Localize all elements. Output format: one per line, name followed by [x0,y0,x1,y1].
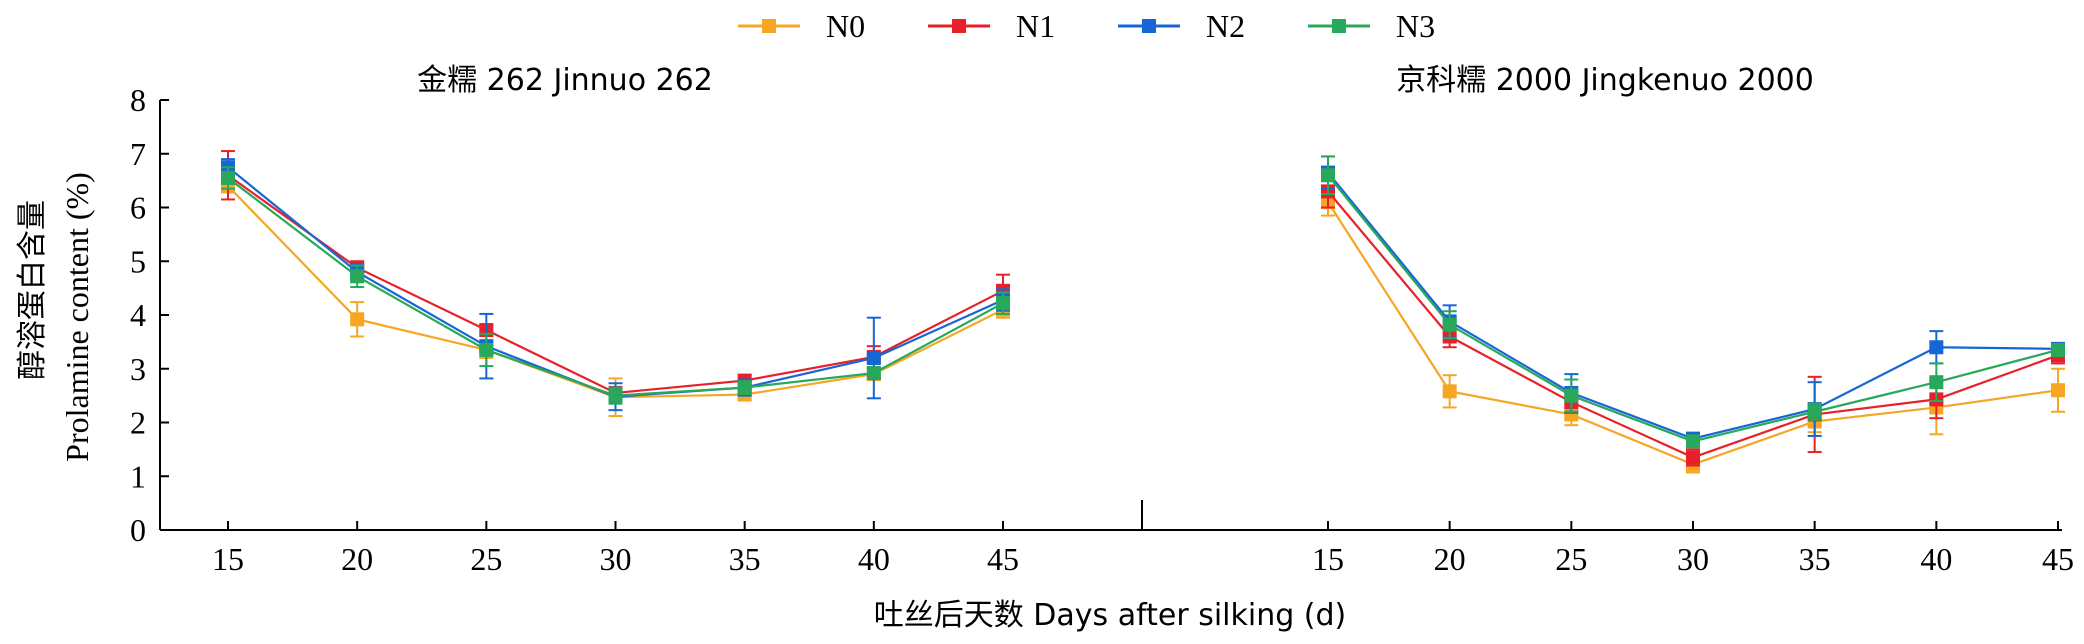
data-point [2051,342,2065,357]
data-point [1442,317,1457,332]
x-tick-label: 40 [1920,541,1952,577]
legend-marker [1332,19,1346,33]
x-axis-label: 吐丝后天数 Days after silking (d) [874,598,1347,633]
data-point [866,366,881,381]
panel-0 [221,150,1010,418]
y-tick-label: 7 [130,136,146,172]
legend-item-n2: N2 [1118,8,1245,44]
x-tick-label: 25 [470,541,502,577]
x-tick-label: 20 [341,541,373,577]
data-point [1321,168,1335,183]
data-point [2051,383,2065,398]
series-line [227,166,1004,398]
y-tick-label: 1 [130,458,146,494]
legend-label: N3 [1396,8,1435,44]
y-tick-label: 5 [130,243,146,279]
series-n2 [221,158,1010,412]
data-point [866,351,881,365]
y-tick-label: 0 [130,512,146,548]
data-point [1929,340,1944,355]
data-point [1686,450,1700,465]
series-n1 [1321,174,2065,467]
legend-marker [952,19,966,33]
y-tick-label: 6 [130,190,146,226]
series-n2 [1321,155,2065,446]
series-line [227,174,1004,395]
series-line [1327,190,2059,459]
data-point [1686,434,1700,449]
y-tick-label: 3 [130,351,146,387]
data-point [996,296,1010,311]
panel-title-jingkenuo: 京科糯 2000 Jingkenuo 2000 [1396,63,1814,98]
series-line [1327,201,2059,466]
y-axis-label-english: Prolamine content (%) [59,172,95,462]
x-tick-label: 30 [1677,541,1709,577]
series-line [1327,171,2059,440]
data-point [737,380,752,395]
data-point [1442,384,1457,399]
data-point [350,312,365,327]
y-tick-label: 4 [130,297,146,333]
legend-item-n3: N3 [1308,8,1435,44]
series-n3 [221,166,1010,405]
x-tick-label: 45 [2042,541,2074,577]
data-point [1929,375,1944,390]
plot-area [221,150,2065,474]
data-point [608,388,623,403]
series-n0 [221,178,1010,418]
series-n3 [1321,155,2065,449]
series-line [227,177,1004,397]
x-tick-label: 30 [600,541,632,577]
y-tick-label: 8 [130,82,146,118]
x-tick-label: 15 [212,541,244,577]
y-axis-label-chinese: 醇溶蛋白含量 [15,200,50,380]
legend-marker [762,19,776,33]
x-tick-label: 35 [1799,541,1831,577]
legend-label: N2 [1206,8,1245,44]
data-point [479,342,494,357]
legend-item-n1: N1 [928,8,1055,44]
x-tick-label: 45 [987,541,1019,577]
x-tick-label: 25 [1555,541,1587,577]
legend-marker [1142,19,1156,33]
data-point [221,170,235,185]
legend-label: N0 [826,8,865,44]
legend-item-n0: N0 [738,8,865,44]
panel-title-jinnuo: 金糯 262 Jinnuo 262 [417,63,713,98]
legend-label: N1 [1016,8,1055,44]
y-tick-label: 2 [130,405,146,441]
data-point [1807,404,1822,419]
x-tick-label: 20 [1434,541,1466,577]
panel-1 [1321,155,2065,474]
data-point [1564,388,1579,403]
series-n0 [1321,187,2065,474]
data-point [350,269,365,284]
x-tick-label: 15 [1312,541,1344,577]
x-tick-label: 40 [858,541,890,577]
series-line [1327,174,2059,443]
legend: N0 N1 N2 N3 [738,8,1435,44]
x-tick-label: 35 [729,541,761,577]
